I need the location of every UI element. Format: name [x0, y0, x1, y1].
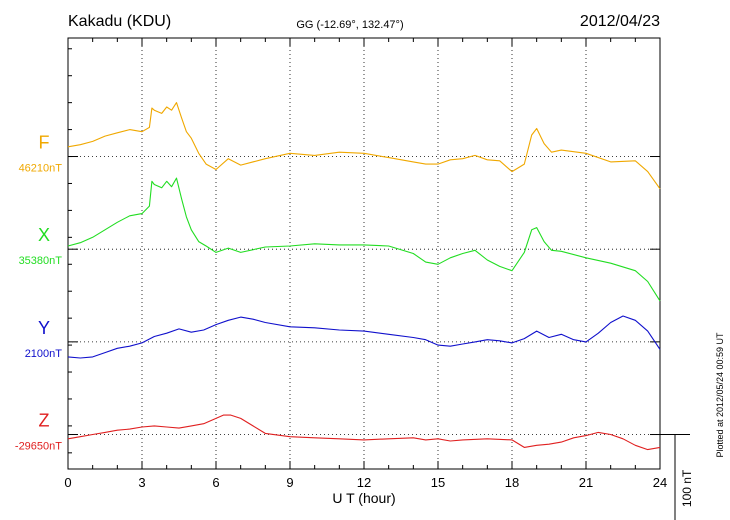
scale-bar-label: 100 nT [680, 469, 694, 507]
station-title: Kakadu (KDU) [68, 13, 171, 30]
x-tick-label: 15 [431, 475, 445, 490]
x-tick-label: 24 [653, 475, 667, 490]
x-tick-label: 21 [579, 475, 593, 490]
series-lines [67, 102, 661, 451]
x-tick-label: 9 [286, 475, 293, 490]
series-baseline-f: 46210nT [19, 163, 63, 175]
series-name-x: X [38, 225, 50, 245]
series-labels: F 46210nT X 35380nT Y 2100nT Z -29650nT [15, 133, 62, 453]
x-tick-label: 12 [357, 475, 371, 490]
x-axis-label: U T (hour) [332, 490, 395, 506]
series-baseline-z: -29650nT [15, 441, 62, 453]
grid [68, 38, 660, 469]
series-name-f: F [39, 133, 50, 153]
series-line-x [67, 177, 661, 302]
series-line-f [67, 102, 661, 190]
station-coordinates: GG (-12.69°, 132.47°) [296, 19, 403, 31]
series-baseline-y: 2100nT [25, 348, 63, 360]
axis-ticks [67, 38, 661, 469]
series-name-y: Y [38, 318, 50, 338]
x-tick-labels: 0 3 6 9 12 15 18 21 24 [64, 475, 667, 490]
scale-bar: 100 nT [660, 434, 694, 520]
x-tick-label: 18 [505, 475, 519, 490]
series-baseline-x: 35380nT [19, 255, 63, 267]
x-tick-label: 6 [212, 475, 219, 490]
x-tick-label: 3 [138, 475, 145, 490]
series-line-z [67, 414, 661, 451]
plotted-timestamp: Plotted at 2012/05/24 00:59 UT [715, 332, 725, 458]
series-line-y [67, 315, 661, 359]
x-tick-label: 0 [64, 475, 71, 490]
series-name-z: Z [39, 411, 50, 431]
record-date: 2012/04/23 [580, 13, 660, 30]
